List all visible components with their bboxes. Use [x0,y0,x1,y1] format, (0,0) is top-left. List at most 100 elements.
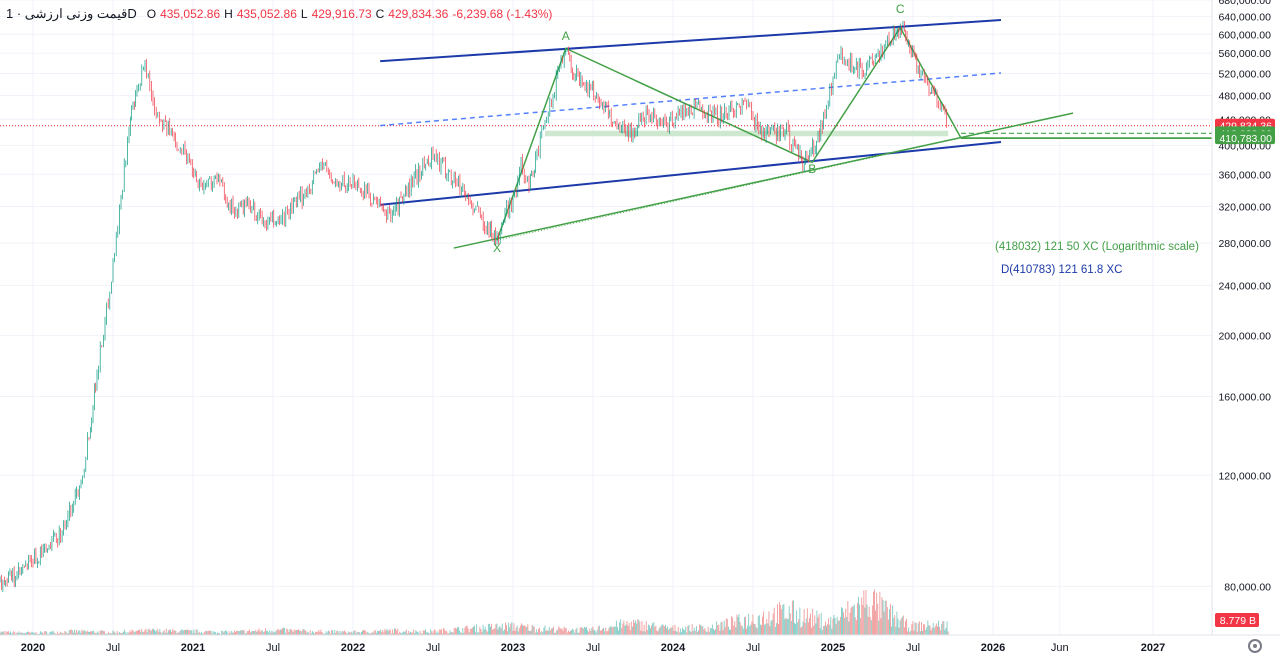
volume-bar [190,629,192,635]
volume-bar [716,621,718,635]
volume-bar [45,631,47,635]
volume-bar [681,632,682,635]
volume-bar [61,632,63,635]
volume-bar [739,621,741,635]
volume-bar [309,630,311,635]
volume-bar [587,630,589,635]
volume-bar [46,631,48,635]
volume-bar [901,616,903,635]
volume-bar [624,625,626,635]
volume-bar [364,630,366,635]
volume-bar [381,631,383,635]
settings-gear-icon[interactable] [1248,639,1262,653]
volume-bar [60,631,62,635]
volume-bar [348,631,350,635]
volume-bar [557,629,559,635]
volume-bar [191,630,193,635]
volume-bar [501,623,503,635]
pattern-label-x: X [493,241,501,255]
volume-bar [849,612,851,635]
volume-bar [783,603,785,635]
volume-bar [99,630,101,635]
volume-bar [141,628,143,635]
volume-bar [633,619,634,635]
volume-bar [538,628,539,635]
volume-bar [935,623,937,635]
volume-bar [607,630,609,635]
volume-bar [828,618,830,635]
volume-bar [662,625,664,635]
volume-bar [57,631,58,635]
volume-bar [754,623,756,635]
volume-bar [887,619,889,635]
volume-bar [233,633,234,635]
volume-bar [748,613,750,635]
volume-bar [382,629,384,635]
volume-bar [239,630,241,635]
volume-bar [705,631,707,635]
volume-bar [627,625,629,635]
volume-bar [397,628,399,635]
volume-bar [426,632,427,635]
volume-bar [62,633,64,635]
volume-bar [369,633,371,635]
volume-bar [660,625,662,635]
volume-bar [181,629,183,635]
volume-bar [26,632,27,635]
volume-bar [657,631,659,635]
volume-bar [899,620,901,635]
volume-bar [126,633,128,635]
volume-bar [535,629,537,635]
volume-bar [253,630,255,635]
volume-bar [831,628,833,635]
volume-bar [799,607,801,635]
annotation-50-xc[interactable]: (418032) 121 50 XC (Logarithmic scale) [995,241,1199,253]
volume-bar [179,630,181,635]
volume-bar [278,630,280,635]
volume-bar [665,624,666,635]
volume-bar [66,633,68,635]
volume-bar [377,631,378,635]
volume-bar [774,627,776,635]
volume-bar [767,623,769,635]
volume-bar [402,631,404,635]
volume-bar [304,630,306,635]
volume-bar [166,632,168,635]
volume-bar [98,633,100,635]
volume-bar [3,630,5,635]
volume-bar [386,628,388,635]
volume-bar [608,628,610,635]
symbol-title[interactable]: قیمت وزنی ارزشی · 1D [6,6,137,21]
volume-bar [437,632,439,635]
volume-bar [606,631,608,635]
volume-bar [171,631,173,635]
volume-bar [566,632,568,635]
volume-bar [732,617,734,635]
volume-bar [522,625,523,635]
drawing-layer[interactable] [0,19,1212,249]
volume-bar [459,630,461,635]
volume-bar [621,628,623,635]
volume-bar [622,623,624,635]
volume-bar [700,624,702,635]
x-tick-label: 2025 [821,642,845,654]
volume-bar [737,616,739,635]
annotation-d-point[interactable]: D(410783) 121 61.8 XC [1001,264,1123,276]
volume-bar [493,628,495,635]
volume-bar [202,633,203,635]
volume-bar [667,626,669,635]
volume-bar [863,590,865,635]
volume-bar [274,632,276,635]
volume-bar [847,600,849,635]
volume-bar [122,632,123,635]
volume-bar [464,627,466,635]
volume-bar [778,624,779,635]
volume-bar [483,629,485,635]
volume-bar [860,618,862,635]
volume-bar [558,626,560,635]
volume-bar [577,632,579,635]
volume-bar [578,632,580,635]
volume-bar [943,620,945,635]
